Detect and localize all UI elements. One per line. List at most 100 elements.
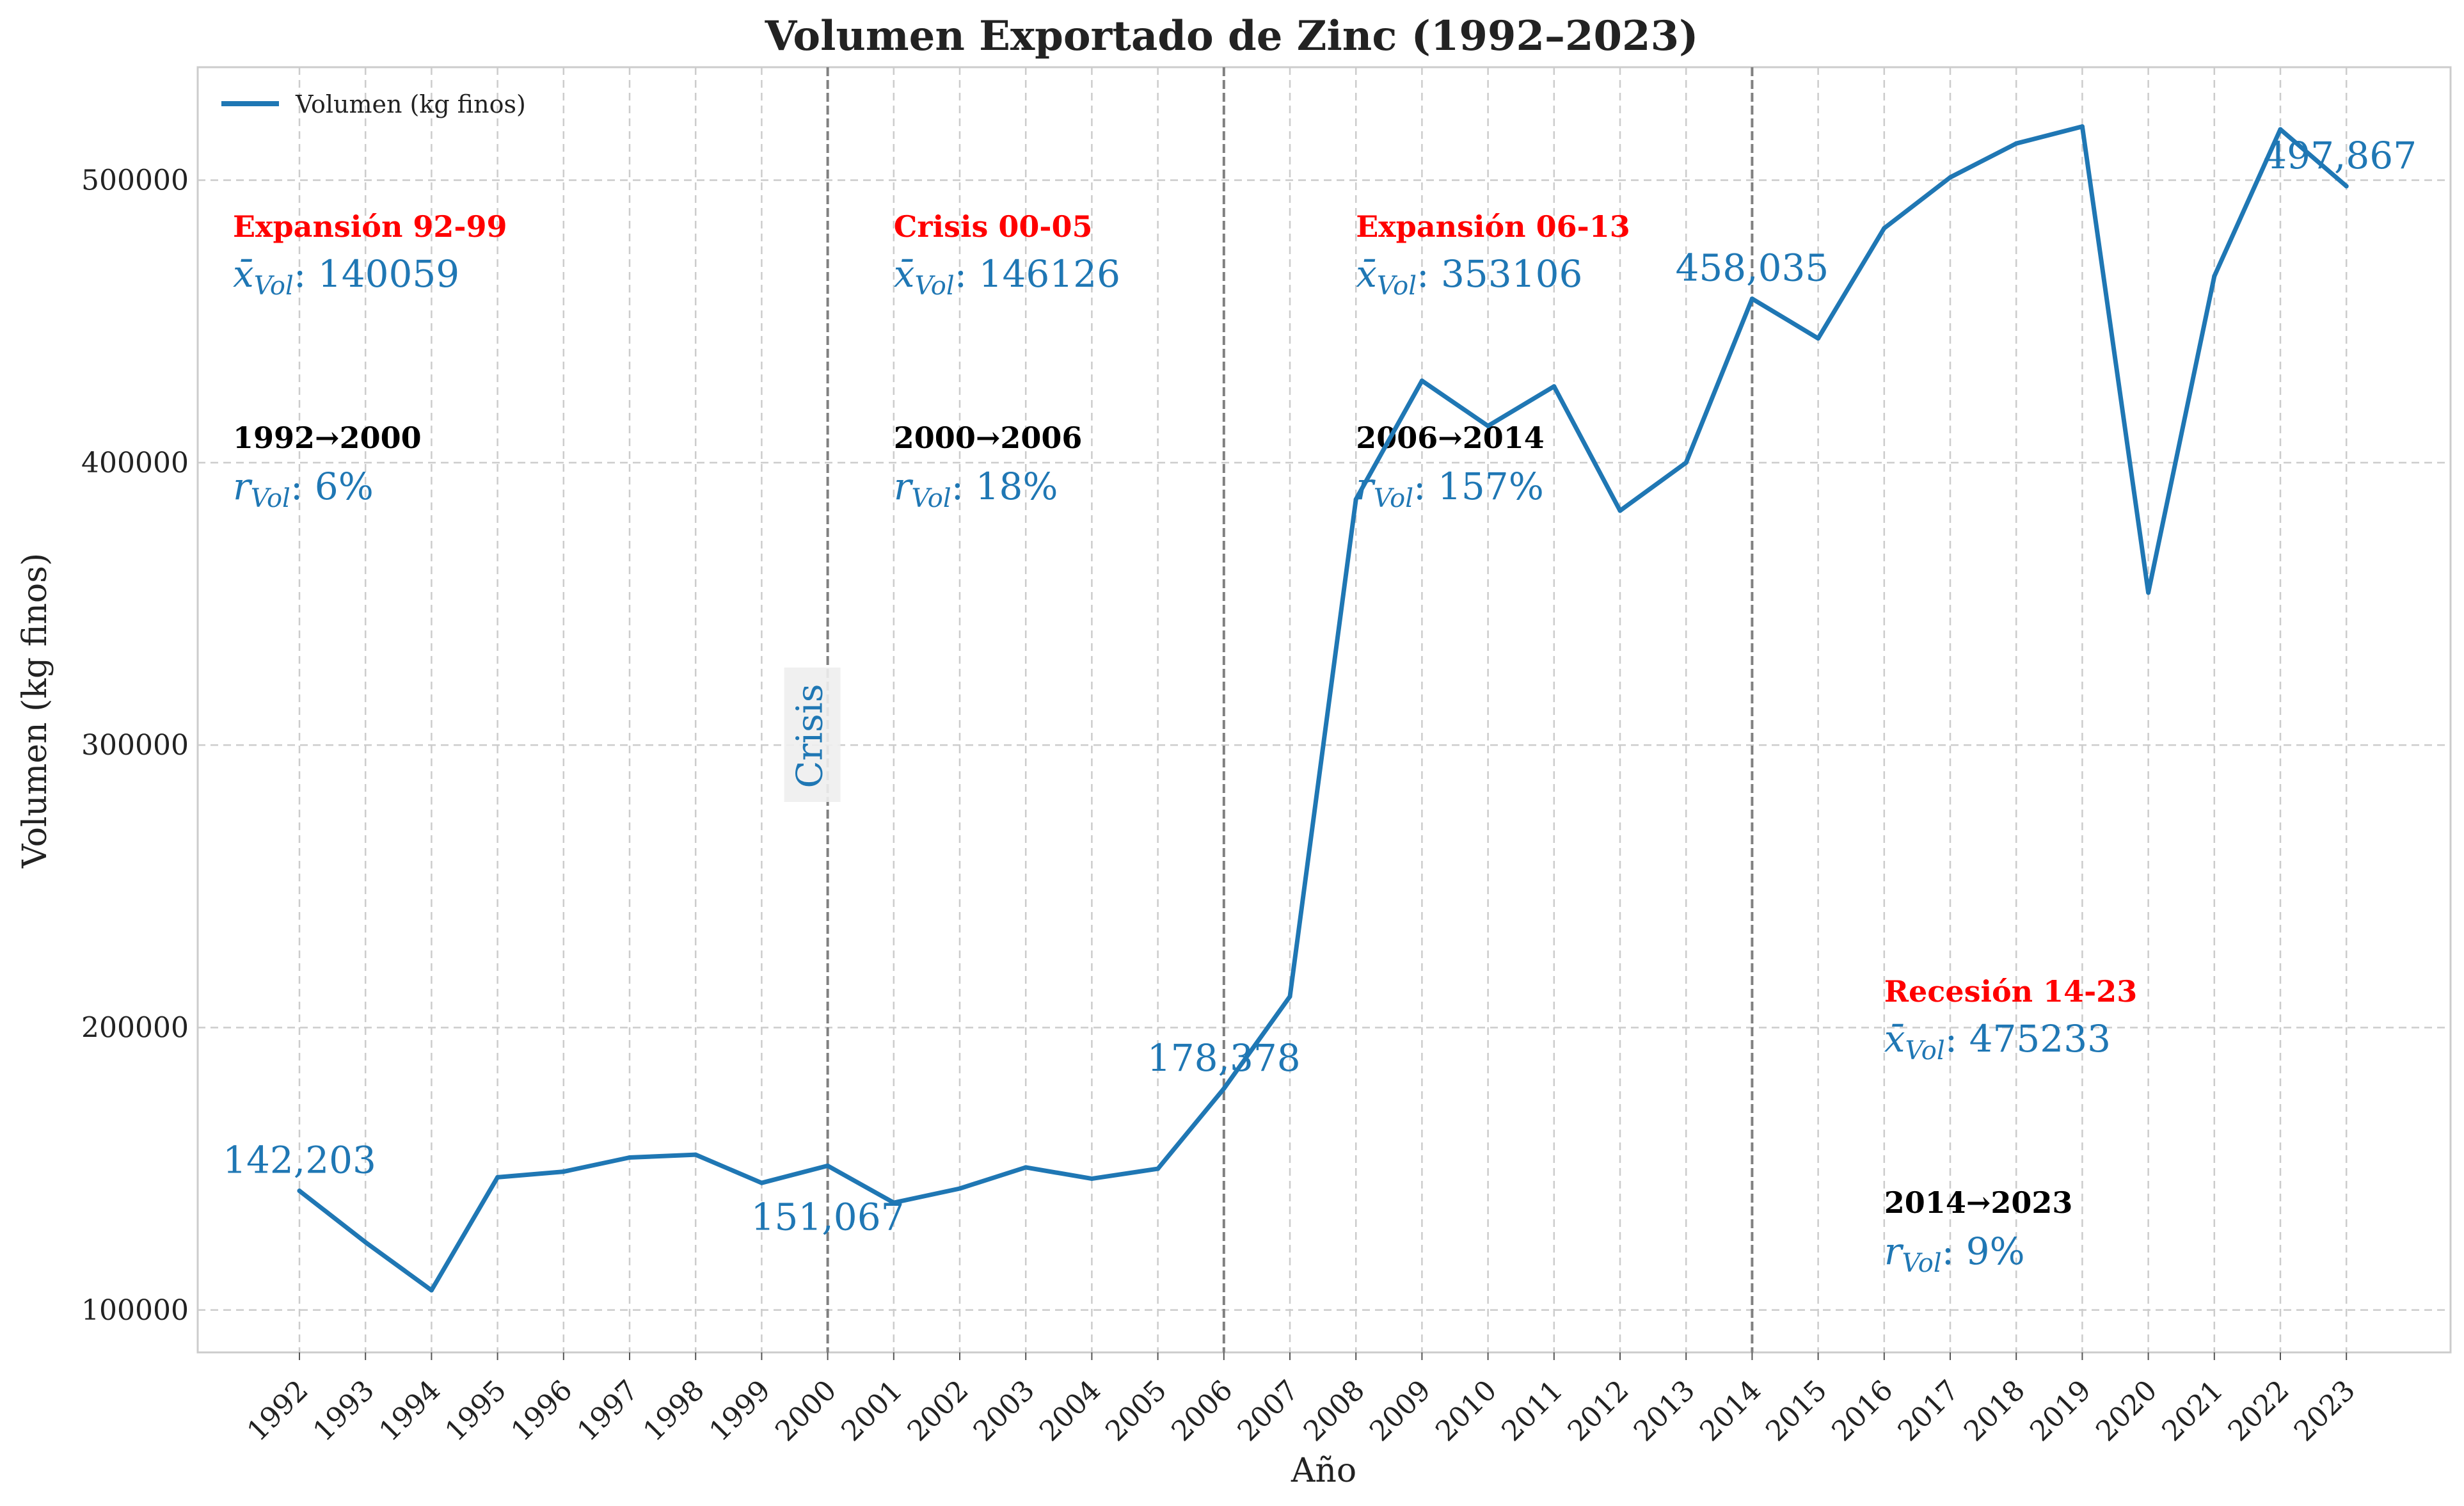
data-point-1996 [561, 1169, 566, 1174]
mean-value: : 140059 [294, 252, 459, 296]
plot-frame [196, 66, 2452, 1354]
x-tick-label: 2011 [1495, 1374, 1569, 1448]
x-tick-label: 2009 [1363, 1374, 1437, 1448]
data-point-1998 [693, 1152, 698, 1157]
period-mean: x̄Vol: 140059 [233, 252, 459, 301]
rate-subscript: Vol [1902, 1249, 1942, 1278]
data-point-2016 [1882, 226, 1887, 231]
y-tick-label: 500000 [81, 164, 189, 197]
rate-symbol: r [233, 465, 253, 508]
data-point-2002 [957, 1186, 962, 1191]
y-tick-label: 300000 [81, 729, 189, 762]
rate-subscript: Vol [1374, 484, 1413, 513]
y-tick-label: 400000 [81, 447, 189, 479]
x-tick-label: 2019 [2024, 1374, 2097, 1448]
x-tick-label: 2018 [1958, 1374, 2031, 1448]
x-tick-label: 1996 [505, 1374, 578, 1448]
data-point-1992 [297, 1189, 302, 1194]
x-tick-label: 2002 [902, 1374, 975, 1448]
rate-value: : 157% [1413, 465, 1544, 508]
period-range: 2006→2014 [1356, 421, 1545, 455]
x-tick-label: 1994 [373, 1374, 447, 1448]
series-layer [297, 124, 2349, 1293]
rate-value: : 9% [1942, 1230, 2025, 1273]
data-label-2023: 497,867 [2263, 134, 2417, 177]
x-tick-label: 2022 [2222, 1374, 2296, 1448]
period-rate: rVol: 6% [233, 465, 374, 513]
y-tick-label: 100000 [81, 1294, 189, 1327]
x-tick-label: 2021 [2156, 1374, 2229, 1448]
data-point-1999 [759, 1180, 764, 1185]
data-label-2006: 178,378 [1147, 1036, 1301, 1080]
x-tick-label: 2008 [1298, 1374, 1371, 1448]
data-point-2001 [891, 1200, 896, 1205]
data-point-2023 [2344, 184, 2349, 189]
period-rate: rVol: 9% [1884, 1230, 2025, 1278]
data-point-2010 [1486, 423, 1491, 428]
period-rate: rVol: 157% [1356, 465, 1544, 513]
x-tick-label: 2000 [769, 1374, 843, 1448]
x-tick-label: 2001 [835, 1374, 909, 1448]
data-point-2005 [1156, 1166, 1161, 1171]
data-point-2008 [1353, 497, 1358, 502]
mean-value: : 353106 [1417, 252, 1582, 296]
data-point-2004 [1089, 1176, 1094, 1182]
rate-symbol: r [894, 465, 914, 508]
mean-subscript: Vol [1905, 1036, 1945, 1066]
x-tick-label: 1995 [439, 1374, 513, 1448]
x-tick-label: 2004 [1033, 1374, 1107, 1448]
period-rate: rVol: 18% [894, 465, 1058, 513]
x-tick-label: 1999 [703, 1374, 777, 1448]
crisis-label-box [784, 668, 841, 802]
data-point-1997 [627, 1155, 632, 1160]
rate-symbol: r [1884, 1230, 1904, 1273]
mean-value: : 475233 [1945, 1017, 2111, 1061]
data-point-2009 [1419, 378, 1424, 383]
chart-title: Volumen Exportado de Zinc (1992–2023) [765, 12, 1699, 60]
x-tick-label: 2010 [1429, 1374, 1503, 1448]
data-label-2000: 151,067 [751, 1195, 905, 1238]
period-name: Recesión 14-23 [1884, 974, 2137, 1009]
period-name: Crisis 00-05 [894, 209, 1093, 244]
period-mean: x̄Vol: 353106 [1356, 252, 1582, 301]
legend-label: Volumen (kg finos) [295, 90, 526, 118]
x-tick-label: 2016 [1825, 1374, 1899, 1448]
y-axis-label: Volumen (kg finos) [16, 553, 54, 869]
data-point-2000 [825, 1163, 831, 1168]
rate-value: : 6% [290, 465, 374, 508]
data-point-1995 [495, 1174, 500, 1180]
data-point-2006 [1221, 1086, 1227, 1091]
x-tick-label: 2003 [967, 1374, 1041, 1448]
data-label-2014: 458,035 [1675, 246, 1829, 290]
x-tick-label: 2015 [1760, 1374, 1833, 1448]
x-tick-label: 1998 [637, 1374, 711, 1448]
data-point-2018 [2014, 141, 2019, 146]
x-tick-label: 2023 [2288, 1374, 2362, 1448]
data-label-1992: 142,203 [223, 1139, 376, 1182]
data-point-2013 [1683, 460, 1689, 465]
rate-value: : 18% [951, 465, 1058, 508]
rate-subscript: Vol [912, 484, 951, 513]
x-tick-label: 2014 [1694, 1374, 1767, 1448]
data-point-1993 [363, 1240, 368, 1245]
data-point-2011 [1552, 384, 1557, 389]
data-point-2022 [2278, 127, 2283, 132]
x-tick-label: 2007 [1232, 1374, 1305, 1448]
period-annotation: Crisis 00-05x̄Vol: 1461262000→2006rVol: … [894, 209, 1120, 513]
rate-subscript: Vol [251, 484, 290, 513]
mean-value: : 146126 [955, 252, 1120, 296]
data-point-2017 [1948, 175, 1953, 180]
data-point-2021 [2212, 274, 2217, 279]
period-annotation: Expansión 92-99x̄Vol: 1400591992→2000rVo… [233, 209, 507, 513]
data-point-2020 [2146, 590, 2151, 595]
mean-symbol: x̄ [894, 252, 915, 296]
series-line [297, 124, 2349, 1293]
mean-subscript: Vol [1377, 271, 1417, 301]
crisis-label: Crisis [790, 684, 831, 789]
data-point-2014 [1749, 296, 1754, 301]
x-tick-label: 2017 [1892, 1374, 1966, 1448]
period-range: 1992→2000 [233, 421, 422, 455]
x-tick-label: 2005 [1099, 1374, 1173, 1448]
mean-symbol: x̄ [233, 252, 254, 296]
